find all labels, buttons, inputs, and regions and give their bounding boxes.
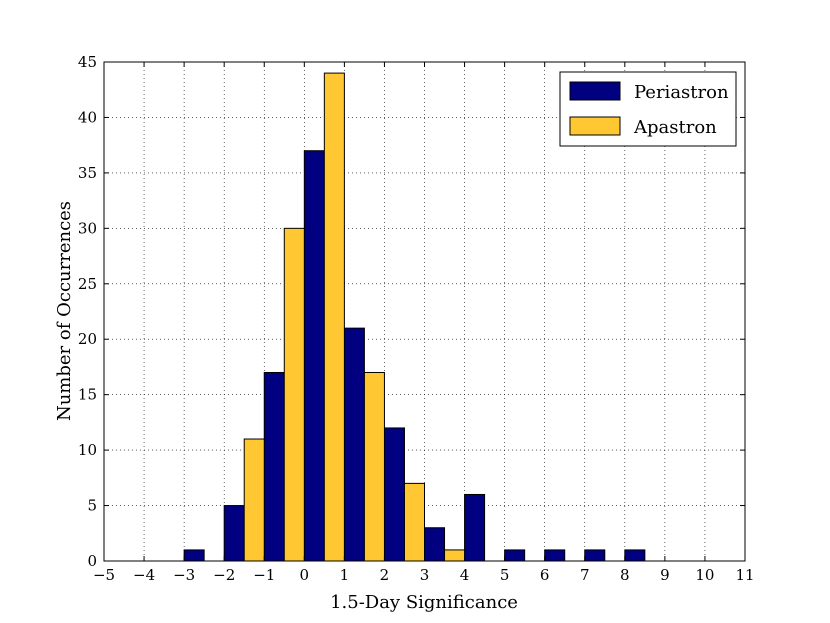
- y-tick-label: 20: [78, 330, 97, 348]
- legend-swatch-apastron: [569, 116, 621, 136]
- y-tick-label: 10: [78, 441, 97, 459]
- x-tick-label: −3: [173, 566, 195, 584]
- bar-apastron--2--1: [243, 438, 265, 562]
- bar-periastron--2--1: [223, 505, 245, 562]
- bar-periastron-3-4: [424, 527, 446, 562]
- x-tick-label: 7: [580, 566, 590, 584]
- y-axis-ticks: 0 5 10 15 20 25 30 35 40 45: [78, 53, 745, 570]
- x-tick-label: −2: [213, 566, 235, 584]
- y-tick-label: 45: [78, 53, 97, 71]
- bar-periastron-1-2: [343, 327, 365, 562]
- x-tick-label: 6: [540, 566, 550, 584]
- y-tick-label: 30: [78, 219, 97, 237]
- bar-apastron-0-1: [323, 72, 345, 562]
- x-tick-label: 5: [500, 566, 510, 584]
- x-tick-label: 1: [340, 566, 350, 584]
- x-tick-label: 2: [380, 566, 390, 584]
- legend-label-periastron: Periastron: [634, 82, 729, 103]
- y-tick-label: 40: [78, 108, 97, 126]
- bar-periastron-6-7: [544, 549, 566, 562]
- x-tick-label: 11: [735, 566, 754, 584]
- legend-label-apastron: Apastron: [633, 117, 717, 138]
- bar-periastron-5-6: [504, 549, 526, 562]
- x-tick-label: 10: [695, 566, 714, 584]
- x-tick-label: −5: [93, 566, 115, 584]
- bar-apastron--1-0: [283, 227, 305, 562]
- x-tick-label: 8: [620, 566, 630, 584]
- x-tick-label: 0: [300, 566, 310, 584]
- bar-periastron--1-0: [263, 371, 285, 562]
- bar-periastron-2-3: [383, 427, 405, 562]
- y-tick-label: 0: [87, 552, 97, 570]
- y-axis-label: Number of Occurrences: [54, 201, 75, 421]
- y-tick-label: 15: [78, 386, 97, 404]
- x-tick-label: 4: [460, 566, 470, 584]
- x-tick-label: 9: [660, 566, 670, 584]
- x-tick-label: −4: [133, 566, 155, 584]
- legend-swatch-periastron: [569, 81, 621, 101]
- y-tick-label: 5: [87, 497, 97, 515]
- bar-periastron-7-8: [584, 549, 606, 562]
- bar-periastron-8-9: [624, 549, 646, 562]
- x-tick-label: −1: [253, 566, 275, 584]
- legend: Periastron Apastron: [559, 71, 737, 147]
- bar-apastron-3-4: [444, 549, 466, 562]
- y-tick-label: 35: [78, 164, 97, 182]
- bar-periastron-4-5: [464, 493, 486, 562]
- x-axis-label: 1.5-Day Significance: [330, 592, 518, 613]
- bar-apastron-2-3: [403, 482, 425, 562]
- bar-periastron-0-1: [303, 150, 325, 562]
- bar-apastron-1-2: [363, 371, 385, 562]
- bar-periastron--3--2: [183, 549, 205, 562]
- x-axis-ticks: −5 −4 −3 −2 −1 0 1 2 3 4 5 6 7 8 9 10 11: [93, 62, 755, 584]
- y-tick-label: 25: [78, 275, 97, 293]
- x-tick-label: 3: [420, 566, 430, 584]
